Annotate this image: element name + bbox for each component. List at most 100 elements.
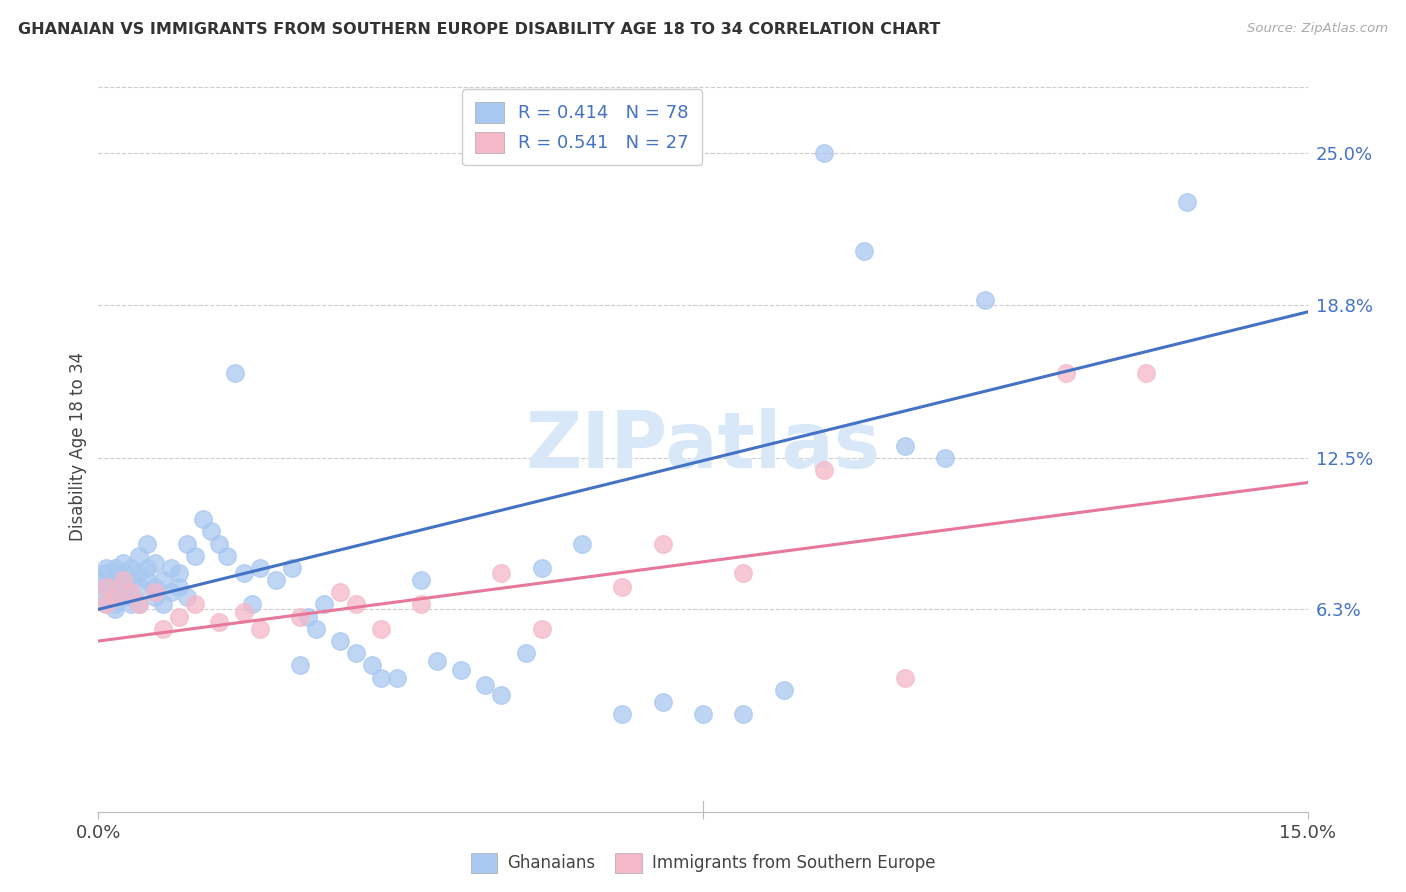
Legend: R = 0.414   N = 78, R = 0.541   N = 27: R = 0.414 N = 78, R = 0.541 N = 27 <box>463 89 702 165</box>
Point <box>96 598 118 612</box>
Point <box>329 634 352 648</box>
Point <box>772 682 794 697</box>
Text: GHANAIAN VS IMMIGRANTS FROM SOUTHERN EUROPE DISABILITY AGE 18 TO 34 CORRELATION : GHANAIAN VS IMMIGRANTS FROM SOUTHERN EUR… <box>18 22 941 37</box>
Point <box>409 598 432 612</box>
Point <box>217 549 239 563</box>
Point <box>103 581 125 595</box>
Point <box>111 556 134 570</box>
Y-axis label: Disability Age 18 to 34: Disability Age 18 to 34 <box>69 351 87 541</box>
Point <box>733 707 755 722</box>
Point <box>120 590 142 604</box>
Point <box>692 707 714 722</box>
Point <box>813 463 835 477</box>
Point <box>385 671 408 685</box>
Point <box>120 585 142 599</box>
Point <box>305 622 328 636</box>
Point <box>450 663 472 677</box>
Point <box>128 581 150 595</box>
Point <box>167 581 190 595</box>
Point <box>128 598 150 612</box>
Point <box>167 609 190 624</box>
Point <box>733 566 755 580</box>
Point <box>344 646 367 660</box>
Point <box>232 566 254 580</box>
Point <box>974 293 997 307</box>
Point <box>96 581 118 595</box>
Point <box>314 598 336 612</box>
Point <box>474 678 496 692</box>
Point <box>160 561 183 575</box>
Point <box>111 585 134 599</box>
Point <box>103 585 125 599</box>
Point <box>96 590 118 604</box>
Point <box>120 561 142 575</box>
Point <box>208 536 231 550</box>
Point <box>288 658 311 673</box>
Point <box>264 573 287 587</box>
Point <box>135 573 157 587</box>
Point <box>152 573 174 587</box>
Point <box>651 536 673 550</box>
Point <box>208 615 231 629</box>
Point <box>224 366 246 380</box>
Point <box>853 244 876 258</box>
Point <box>281 561 304 575</box>
Text: Source: ZipAtlas.com: Source: ZipAtlas.com <box>1247 22 1388 36</box>
Point <box>103 561 125 575</box>
Point <box>370 622 392 636</box>
Point <box>370 671 392 685</box>
Point <box>128 566 150 580</box>
Point <box>176 536 198 550</box>
Point <box>934 451 956 466</box>
Point <box>152 622 174 636</box>
Point <box>249 561 271 575</box>
Point <box>612 581 634 595</box>
Point <box>111 573 134 587</box>
Point <box>1054 366 1077 380</box>
Point <box>813 146 835 161</box>
Point <box>571 536 593 550</box>
Point <box>103 602 125 616</box>
Point <box>143 585 166 599</box>
Point <box>530 622 553 636</box>
Point <box>491 566 513 580</box>
Point <box>111 578 134 592</box>
Point <box>167 566 190 580</box>
Point <box>184 598 207 612</box>
Point <box>193 512 215 526</box>
Point <box>232 605 254 619</box>
Point <box>426 654 449 668</box>
Point <box>103 598 125 612</box>
Point <box>96 561 118 575</box>
Point <box>612 707 634 722</box>
Point <box>143 556 166 570</box>
Point <box>249 622 271 636</box>
Point <box>297 609 319 624</box>
Point <box>128 598 150 612</box>
Text: ZIPatlas: ZIPatlas <box>526 408 880 484</box>
Legend: Ghanaians, Immigrants from Southern Europe: Ghanaians, Immigrants from Southern Euro… <box>464 847 942 880</box>
Point <box>111 566 134 580</box>
Point <box>143 590 166 604</box>
Point <box>893 671 915 685</box>
Point <box>184 549 207 563</box>
Point <box>111 590 134 604</box>
Point <box>96 566 118 580</box>
Point <box>96 598 118 612</box>
Point <box>128 549 150 563</box>
Point <box>409 573 432 587</box>
Point <box>96 581 118 595</box>
Point <box>200 524 222 539</box>
Point <box>530 561 553 575</box>
Point <box>120 573 142 587</box>
Point <box>135 561 157 575</box>
Point <box>651 695 673 709</box>
Point <box>103 573 125 587</box>
Point <box>176 590 198 604</box>
Point <box>329 585 352 599</box>
Point <box>515 646 537 660</box>
Point <box>143 581 166 595</box>
Point <box>87 573 110 587</box>
Point <box>135 536 157 550</box>
Point <box>288 609 311 624</box>
